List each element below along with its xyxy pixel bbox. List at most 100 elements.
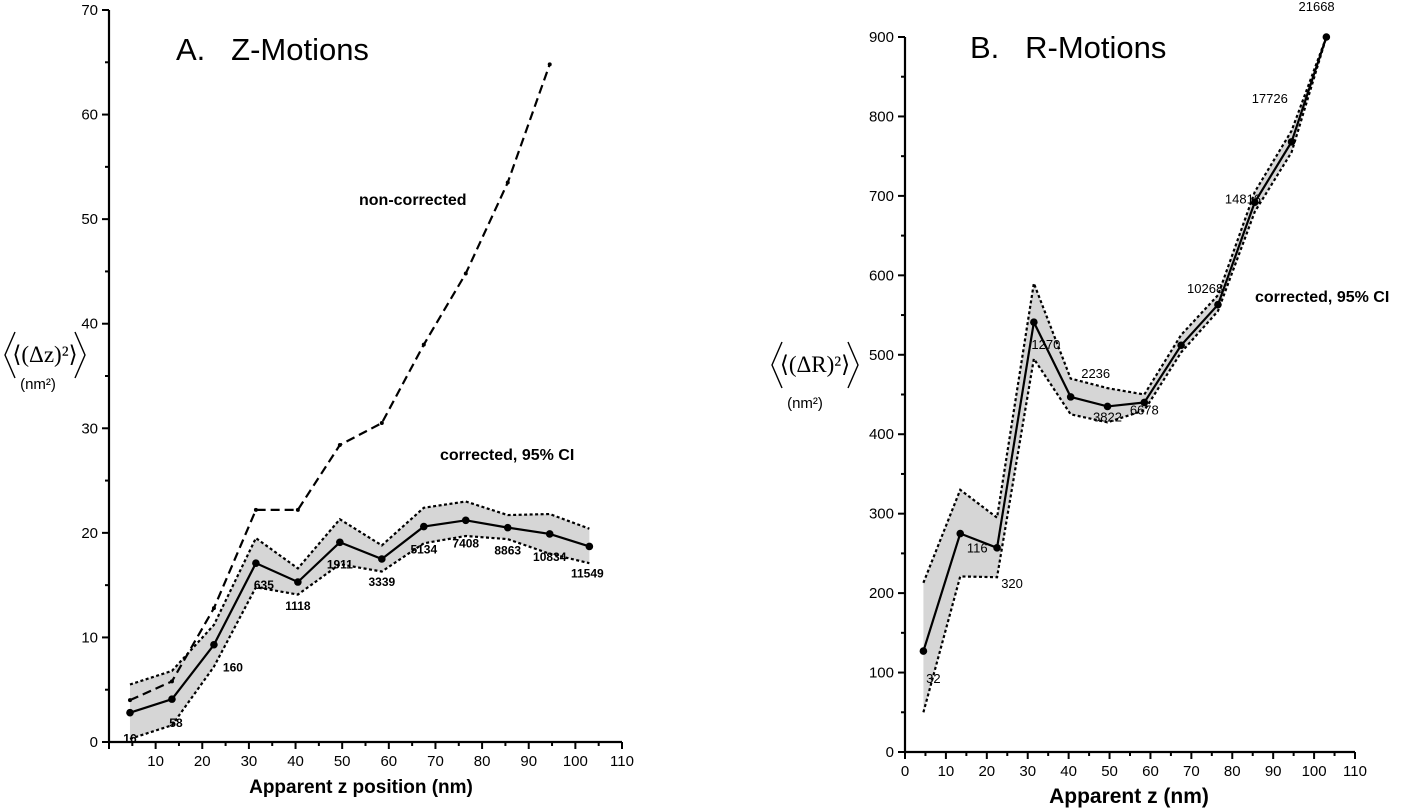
panel-a-x-tick-label: 30 xyxy=(241,753,258,770)
panel-b-x-tick-label: 110 xyxy=(1343,763,1367,780)
panel-a-count-label: 3339 xyxy=(368,575,395,589)
panel-a-y-axis-expression: ⟨(Δz)²⟩ xyxy=(12,342,77,367)
panel-a-count-label: 1911 xyxy=(327,557,353,571)
panel-b-y-axis-expression: ⟨(ΔR)²⟩ xyxy=(780,352,850,377)
panel-a-corrected-point xyxy=(503,523,512,532)
panel-b-corrected-line xyxy=(922,36,1328,652)
panel-a-x-tick-label: 110 xyxy=(610,753,634,770)
panel-a-count-label: 8863 xyxy=(494,544,521,558)
panel-a-x-tick-label: 20 xyxy=(194,753,211,770)
panel-a-x-tick-label: 90 xyxy=(520,753,537,770)
panel-a-non-corrected-point xyxy=(379,421,384,426)
panel-b-x-tick-label: 80 xyxy=(1224,763,1241,780)
panel-a-annotation-corrected: corrected, 95% CI xyxy=(440,447,574,464)
panel-b-ci-upper-line xyxy=(922,36,1328,584)
panel-a-x-tick-label: 40 xyxy=(287,753,304,770)
panel-a-y-tick-label: 70 xyxy=(81,2,98,19)
panel-b-corrected-point xyxy=(1177,341,1185,350)
panel-b-y-axis-unit: (nm²) xyxy=(787,395,823,412)
panel-a-corrected-point xyxy=(252,559,260,567)
panel-b-count-label: 32 xyxy=(926,671,940,686)
panel-a-count-label: 160 xyxy=(223,661,243,675)
panel-a-non-corrected-point xyxy=(295,507,300,512)
panel-b-y-tick-label: 600 xyxy=(869,267,894,284)
panel-b-x-tick-label: 70 xyxy=(1183,763,1200,780)
panel-a-count-label: 5134 xyxy=(410,543,437,557)
panel-a-count-label: 11549 xyxy=(571,566,604,580)
panel-b-x-tick-label: 100 xyxy=(1302,763,1327,780)
panel-b-count-label: 17726 xyxy=(1252,91,1288,106)
panel-b-x-tick-label: 30 xyxy=(1019,763,1036,780)
panel-b-y-axis-right-bracket xyxy=(847,341,859,389)
panel-b-r-motions: B. R-Motions ⟨(ΔR)²⟩ (nm²) Apparent z (n… xyxy=(771,0,1389,808)
panel-a-non-corrected-point xyxy=(421,342,426,347)
panel-b-count-label: 116 xyxy=(967,541,988,556)
panel-b-x-tick-label: 40 xyxy=(1060,763,1077,780)
panel-b-title: B. R-Motions xyxy=(970,30,1166,65)
panel-b-y-tick-label: 300 xyxy=(869,506,894,523)
panel-b-y-tick-label: 400 xyxy=(869,426,894,443)
panel-b-ci-lower-line xyxy=(922,36,1328,713)
panel-a-count-label: 10834 xyxy=(533,550,567,564)
panel-a-non-corrected-point xyxy=(211,606,216,611)
panel-a-count-label: 1118 xyxy=(285,599,311,613)
panel-b-corrected-point xyxy=(1287,138,1296,146)
panel-a-corrected-point xyxy=(585,542,594,551)
panel-b-corrected-point xyxy=(956,529,965,538)
panel-a-corrected-point xyxy=(294,578,302,586)
panel-b-x-tick-label: 20 xyxy=(978,763,995,780)
panel-b-x-tick-label: 60 xyxy=(1142,763,1159,780)
panel-a-ci-band xyxy=(129,501,590,739)
panel-b-corrected-point xyxy=(919,647,928,655)
panel-b-count-label: 14816 xyxy=(1225,192,1261,207)
panel-b-corrected-point xyxy=(1030,318,1038,327)
panel-b-count-label: 10268 xyxy=(1187,281,1223,296)
panel-b-count-label: 3822 xyxy=(1093,409,1122,424)
panel-b-y-tick-label: 700 xyxy=(869,188,894,205)
panel-b-corrected-point xyxy=(1250,198,1259,207)
panel-a-count-label: 58 xyxy=(169,716,183,730)
panel-b-y-axis-label: ⟨(ΔR)²⟩ (nm²) xyxy=(771,341,859,412)
panel-a-y-axis-unit: (nm²) xyxy=(20,376,56,393)
panel-a-y-tick-label: 10 xyxy=(81,629,98,646)
panel-b-x-tick-label: 10 xyxy=(938,763,955,780)
panel-b-count-label: 6678 xyxy=(1130,402,1159,417)
panel-a-count-label: 7408 xyxy=(452,536,479,550)
panel-a-non-corrected-point xyxy=(505,180,510,185)
panel-a-non-corrected-point xyxy=(337,443,342,448)
panel-b-corrected-point xyxy=(993,544,1001,552)
panel-a-y-axis-left-bracket xyxy=(4,331,16,379)
panel-b-ci-band xyxy=(923,37,1327,713)
panel-a-annotation-non-corrected: non-corrected xyxy=(359,192,467,209)
panel-b-count-label: 2236 xyxy=(1081,366,1110,381)
panel-b-y-axis-left-bracket xyxy=(771,341,783,389)
panel-b-y-tick-label: 0 xyxy=(886,744,894,761)
panel-a-corrected-point xyxy=(168,695,176,703)
panel-b-corrected-point xyxy=(1214,300,1222,309)
panel-a-ci-upper-line xyxy=(129,500,590,686)
panel-b-count-label: 320 xyxy=(1001,576,1023,591)
panel-b-corrected-point xyxy=(1322,33,1331,41)
panel-a-corrected-point xyxy=(545,530,554,538)
panel-b-y-tick-label: 200 xyxy=(869,585,894,602)
panel-a-x-tick-label: 80 xyxy=(474,753,491,770)
panel-a-x-tick-label: 70 xyxy=(427,753,444,770)
panel-b-corrected-point xyxy=(1140,398,1149,407)
panel-a-y-tick-label: 30 xyxy=(81,420,98,437)
panel-a-corrected-point xyxy=(210,640,218,649)
panel-b-x-tick-label: 90 xyxy=(1265,763,1282,780)
panel-a-corrected-point xyxy=(336,538,344,547)
panel-a-x-tick-label: 50 xyxy=(334,753,351,770)
panel-a-corrected-point xyxy=(378,555,386,563)
panel-a-ci-lower-line xyxy=(129,534,590,740)
panel-a-non-corrected-point xyxy=(547,62,552,67)
panel-a-y-tick-label: 0 xyxy=(90,734,98,751)
panel-a-non-corrected-line xyxy=(129,64,551,702)
panel-a-y-tick-label: 20 xyxy=(81,525,98,542)
panel-b-y-tick-label: 800 xyxy=(869,108,894,125)
panel-a-corrected-point xyxy=(461,516,470,525)
panel-b-count-label: 21668 xyxy=(1299,0,1335,14)
panel-b-x-tick-label: 50 xyxy=(1101,763,1118,780)
panel-b-x-tick-label: 0 xyxy=(901,763,909,780)
